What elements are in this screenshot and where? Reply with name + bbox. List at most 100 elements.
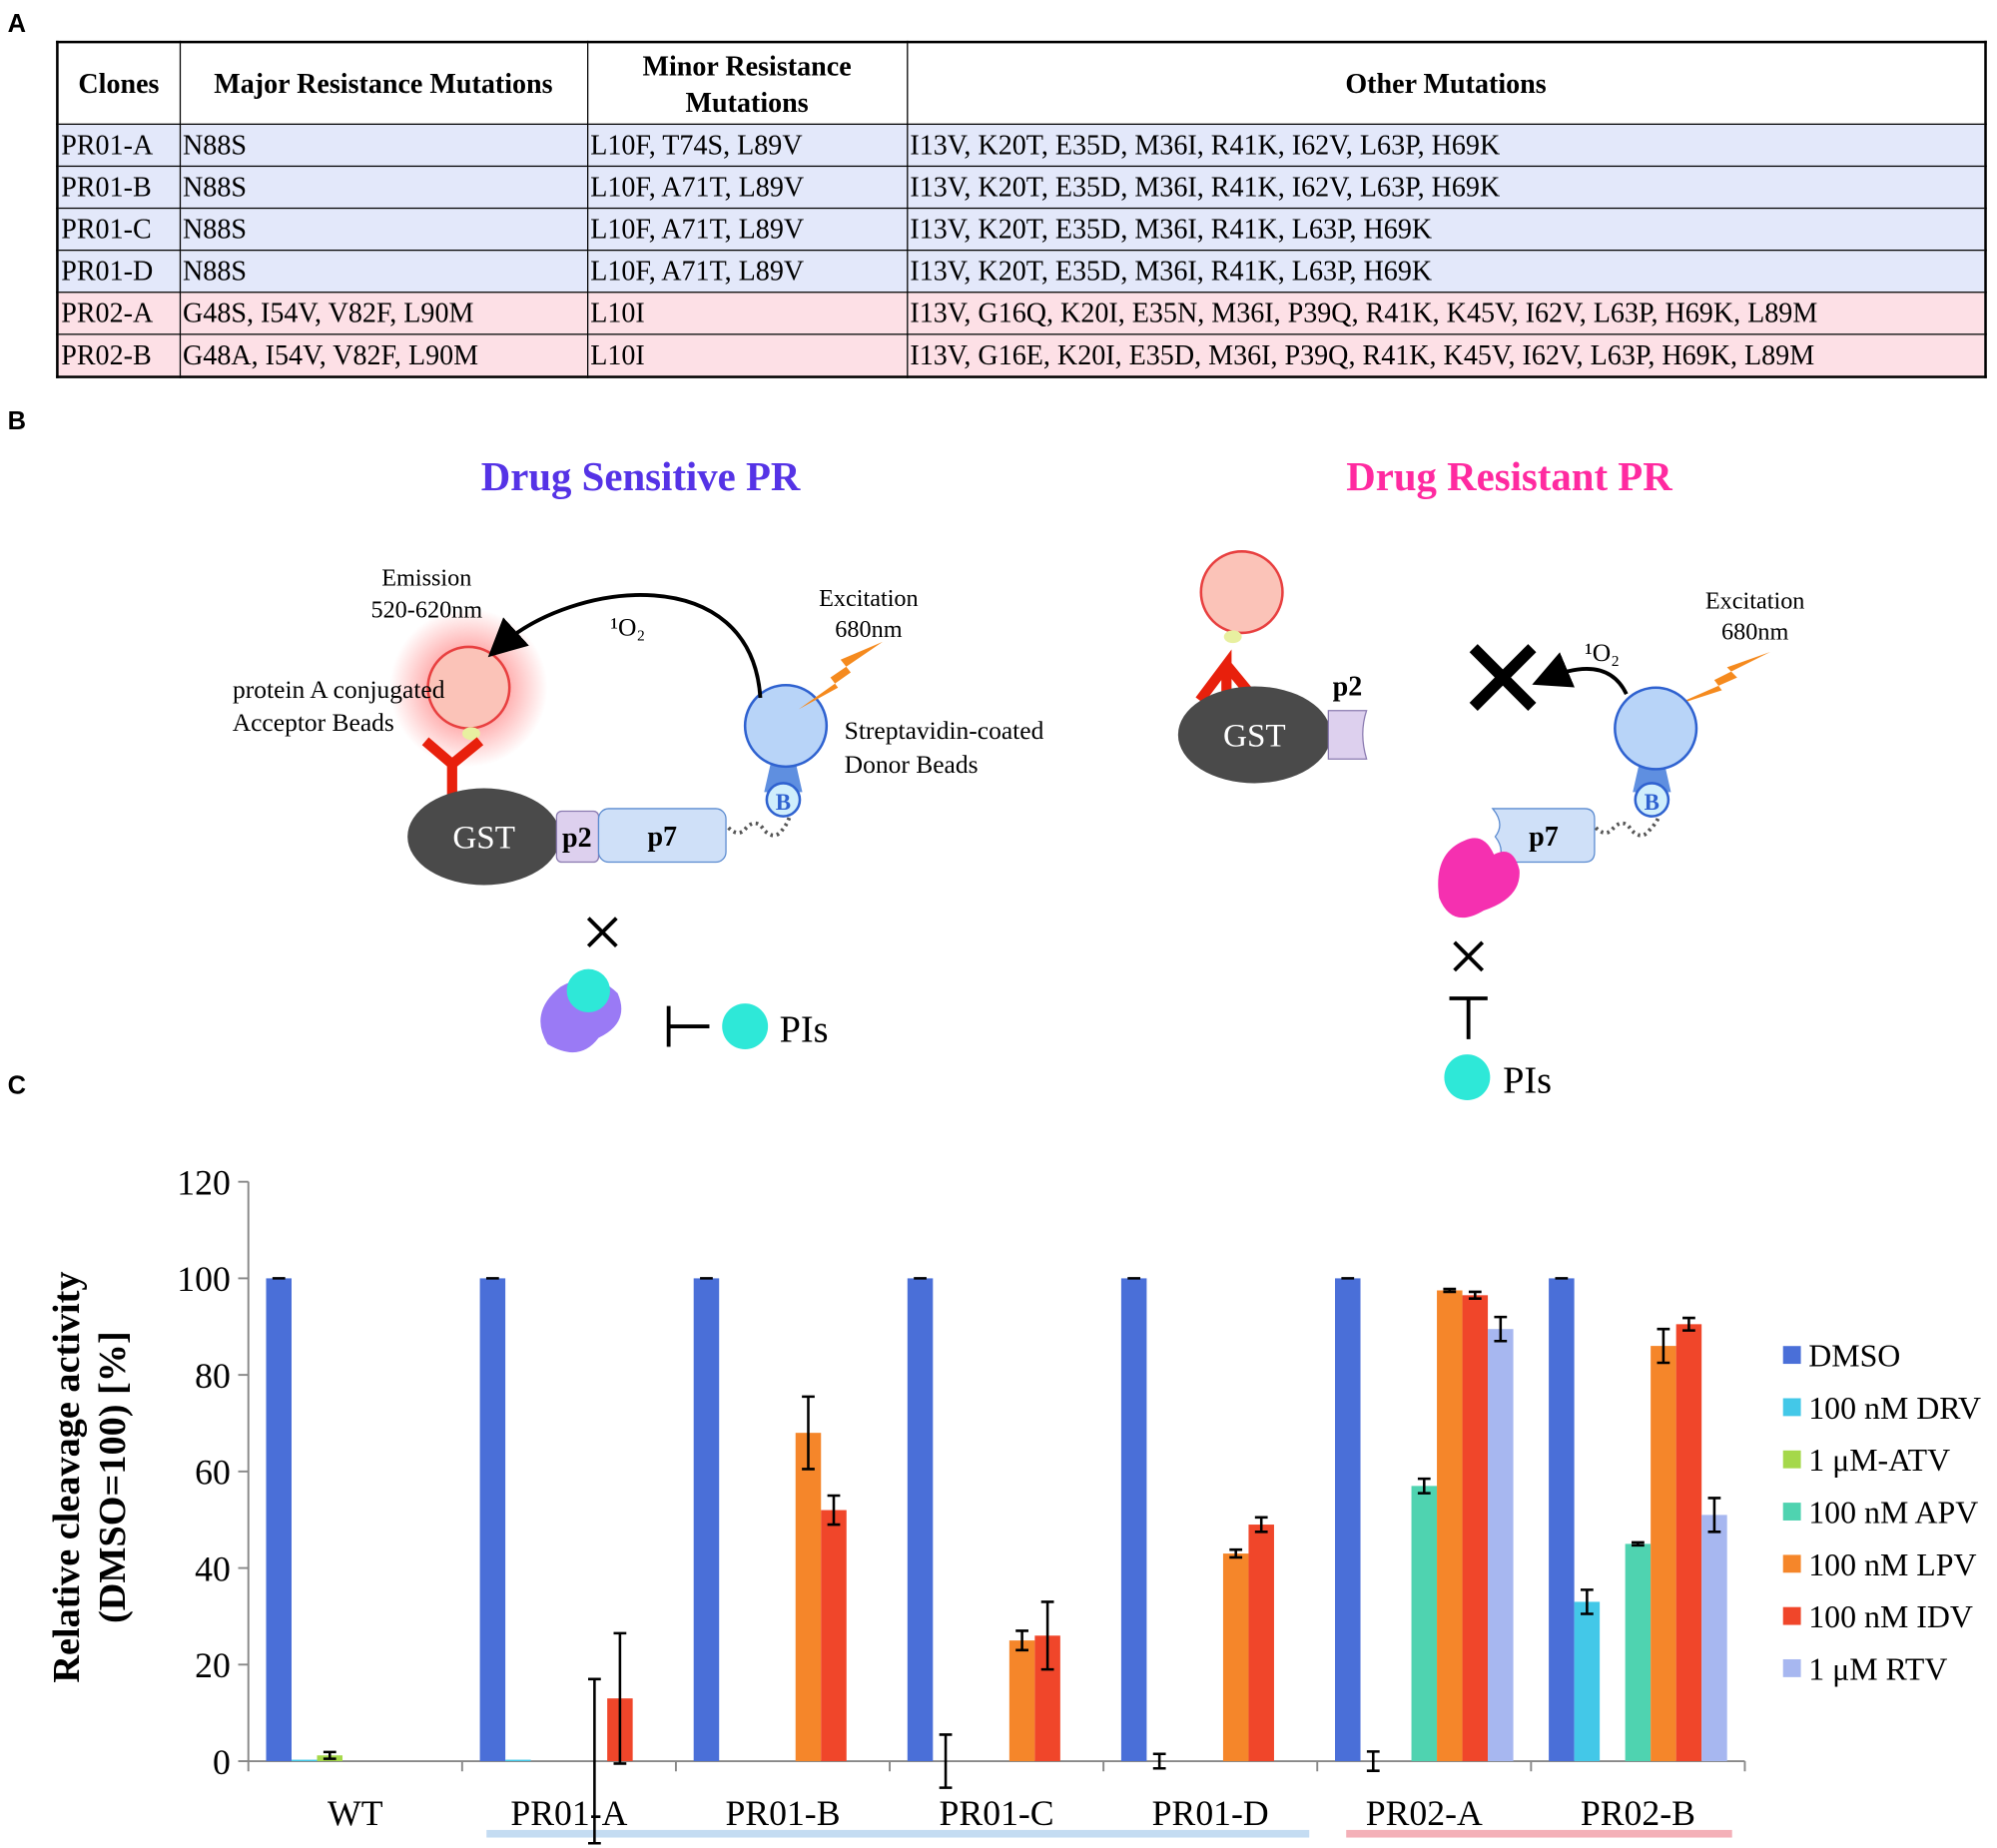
table-cell: I13V, G16Q, K20I, E35N, M36I, P39Q, R41K… xyxy=(906,292,1987,335)
error-bar xyxy=(1443,1287,1457,1294)
gst-label: GST xyxy=(1223,717,1286,754)
table-cell: PR01-B xyxy=(56,165,181,210)
legend-swatch xyxy=(1782,1503,1801,1521)
lightning xyxy=(1670,652,1770,707)
mutation-table: Clones Major Resistance Mutations Minor Re… xyxy=(56,40,1987,378)
y-tick-label: 20 xyxy=(195,1645,231,1685)
protein-a xyxy=(1223,630,1242,644)
table-cell: L10F, A71T, L89V xyxy=(586,165,908,210)
singlet-oxygen-label: ¹O₂ xyxy=(610,612,645,641)
bar xyxy=(1574,1601,1601,1762)
excitation-label: Excitation xyxy=(1705,588,1805,615)
table-cell: I13V, G16E, K20I, E35D, M36I, P39Q, R41K… xyxy=(906,333,1987,378)
bar xyxy=(795,1433,822,1762)
table-cell: G48S, I54V, V82F, L90M xyxy=(179,292,588,335)
error-bar xyxy=(323,1750,336,1760)
legend-label: DMSO xyxy=(1808,1339,1900,1374)
header-cell: Clones xyxy=(56,41,181,125)
p7-label: p7 xyxy=(1529,822,1559,853)
header-cell: Minor Resistance Mutations xyxy=(586,41,908,125)
header-cell: Major Resistance Mutations xyxy=(179,41,588,125)
legend-swatch xyxy=(1782,1606,1801,1625)
y-tick-label: 0 xyxy=(213,1742,231,1782)
chart: 0 20 40 60 80 100 120 Relative cleavage activit… xyxy=(46,1162,1981,1845)
table-row: PR01-A N88S L10F, T74S, L89V I13V, K20T, E3… xyxy=(56,123,1987,168)
protease xyxy=(1438,838,1520,919)
acceptor-bead xyxy=(1199,550,1284,635)
table-cell: G48A, I54V, V82F, L90M xyxy=(179,333,588,378)
linker xyxy=(1594,814,1662,838)
legend-swatch xyxy=(1782,1346,1801,1365)
p7-label: p7 xyxy=(647,822,677,853)
panel-label: B xyxy=(7,407,27,436)
biotin xyxy=(765,782,802,818)
x-tick-label: PR01-D xyxy=(1152,1793,1269,1833)
table-cell: PR01-A xyxy=(56,123,181,168)
bar xyxy=(1437,1290,1463,1762)
excitation-label: 680nm xyxy=(835,616,902,643)
error-bar xyxy=(1494,1315,1508,1343)
acceptor-label: protein A conjugated xyxy=(233,675,445,704)
legend-label: 1 μM-ATV xyxy=(1808,1443,1950,1478)
table-cell: L10I xyxy=(586,333,908,378)
y-tick-label: 120 xyxy=(177,1162,231,1202)
bar xyxy=(1488,1329,1514,1762)
y-axis-label: Relative cleavage activity xyxy=(46,1272,88,1683)
table-cell: I13V, K20T, E35D, M36I, R41K, I62V, L63P… xyxy=(906,165,1987,210)
legend-swatch xyxy=(1782,1554,1801,1573)
table-cell: I13V, K20T, E35D, M36I, R41K, L63P, H69K xyxy=(906,207,1987,252)
y-axis-label: (DMSO=100) [%] xyxy=(92,1331,134,1623)
p7 xyxy=(597,808,727,864)
table-cell: PR01-C xyxy=(56,207,181,252)
bar xyxy=(821,1510,847,1762)
inhibitor xyxy=(722,1003,769,1050)
bar xyxy=(1335,1278,1361,1762)
table-cell: PR02-A xyxy=(56,292,181,335)
error-bar xyxy=(1417,1477,1431,1495)
error-bar xyxy=(613,1631,627,1765)
legend-label: 100 nM LPV xyxy=(1808,1547,1976,1582)
donor-label: Streptavidin-coated xyxy=(845,716,1044,745)
bar xyxy=(1248,1525,1274,1762)
error-bar xyxy=(1632,1540,1645,1547)
y-tick-label: 40 xyxy=(195,1548,231,1588)
inhibitor-label: PIs xyxy=(1503,1059,1552,1101)
x-tick-label: PR01-A xyxy=(510,1793,627,1833)
singlet-oxygen-arrow xyxy=(487,593,763,699)
error-bar xyxy=(827,1494,841,1527)
header-row: Clones Major Resistance Mutations Minor Re… xyxy=(56,41,1987,125)
excitation-label: Excitation xyxy=(819,585,919,612)
diagram-title: Drug Sensitive PR xyxy=(481,454,801,499)
bar xyxy=(693,1278,720,1762)
x-tick-label: PR02-A xyxy=(1366,1793,1483,1833)
group-underline xyxy=(486,1829,1310,1838)
header-cell: Other Mutations xyxy=(906,41,1987,125)
table-cell: N88S xyxy=(179,123,588,168)
legend-swatch xyxy=(1782,1658,1801,1677)
bar xyxy=(1008,1640,1035,1762)
bar xyxy=(479,1278,506,1762)
legend-label: 1 μM RTV xyxy=(1808,1651,1947,1686)
resistant-diagram: Drug Resistant PR GST p2 ¹O₂ Excitation … xyxy=(1177,454,1805,1101)
legend-label: 100 nM IDV xyxy=(1808,1599,1973,1634)
gst-label: GST xyxy=(452,819,515,856)
error-bar xyxy=(1040,1600,1054,1671)
x-tick-label: PR01-B xyxy=(725,1793,840,1833)
inhibition xyxy=(666,1005,710,1047)
table-row: PR01-C N88S L10F, A71T, L89V I13V, K20T, E3… xyxy=(56,207,1987,252)
p2-label: p2 xyxy=(562,823,592,854)
bar xyxy=(1549,1278,1575,1762)
singlet-oxygen-arrow xyxy=(1532,652,1629,696)
inhibitor xyxy=(1444,1054,1491,1101)
panel-label: A xyxy=(7,10,27,39)
biotin-label: B xyxy=(1645,790,1660,815)
no-cleavage-mark xyxy=(586,917,618,948)
table-cell: I13V, K20T, E35D, M36I, R41K, I62V, L63P… xyxy=(906,123,1987,168)
table-row: PR02-B G48A, I54V, V82F, L90M L10I I13V, G1… xyxy=(56,333,1987,378)
table-row: PR01-D N88S L10F, A71T, L89V I13V, K20T, E3… xyxy=(56,249,1987,294)
table-cell: N88S xyxy=(179,165,588,210)
protein-a xyxy=(462,727,480,741)
error-bar xyxy=(802,1395,815,1471)
